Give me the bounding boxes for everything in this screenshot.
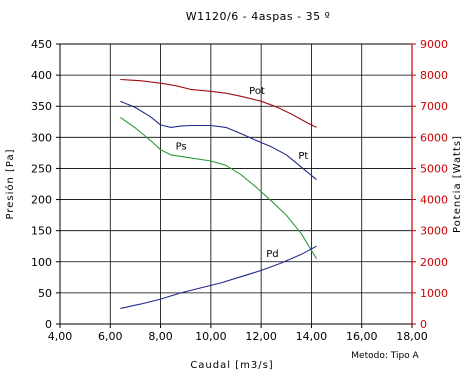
series-label-pot: Pot [249, 86, 265, 97]
y-tick-label: 100 [31, 256, 52, 269]
y-tick-label: 300 [31, 131, 52, 144]
x-tick-label: 14,00 [296, 330, 328, 343]
grid [60, 44, 412, 324]
y2-tick-label: 1000 [420, 287, 448, 300]
y2-tick-label: 6000 [420, 131, 448, 144]
x-axis-title: Caudal [m3/s] [190, 360, 273, 371]
y-axis-title: Presión [Pa] [4, 148, 16, 219]
method-note: Metodo: Tipo A [351, 351, 419, 361]
x-tick-label: 18,00 [396, 330, 428, 343]
series-line-ps [119, 116, 317, 259]
y-tick-label: 350 [31, 100, 52, 113]
y2-tick-label: 2000 [420, 256, 448, 269]
series-label-ps: Ps [176, 142, 187, 153]
series-line-pot [120, 78, 317, 128]
ticks: 4,00 6,00 8,00 10,00 12,00 14,00 16,00 18,00050… [31, 38, 448, 343]
y2-tick-label: 3000 [420, 225, 448, 238]
y2-tick-label: 8000 [420, 69, 448, 82]
series-labels: Pot Pt Ps Pd [176, 86, 309, 260]
y-tick-label: 150 [31, 225, 52, 238]
series-lines [119, 78, 317, 309]
y-tick-label: 200 [31, 194, 52, 207]
chart-title: W1120/6 - 4aspas - 35 º [186, 10, 331, 23]
y2-axis-title: Potencia [Watts] [452, 135, 463, 233]
x-tick-label: 4,00 [48, 330, 73, 343]
x-tick-label: 6,00 [98, 330, 123, 343]
x-tick-label: 16,00 [346, 330, 378, 343]
y2-tick-label: 4000 [420, 194, 448, 207]
series-line-pd [120, 245, 317, 309]
y2-tick-label: 9000 [420, 38, 448, 51]
y-tick-label: 400 [31, 69, 52, 82]
y2-tick-label: 7000 [420, 100, 448, 113]
y-tick-label: 450 [31, 38, 52, 51]
y-tick-label: 250 [31, 162, 52, 175]
x-tick-label: 8,00 [148, 330, 173, 343]
x-tick-label: 10,00 [195, 330, 227, 343]
series-label-pt: Pt [298, 151, 308, 162]
y-tick-label: 50 [38, 287, 52, 300]
y2-tick-label: 5000 [420, 162, 448, 175]
series-label-pd: Pd [266, 249, 278, 260]
y2-tick-label: 0 [420, 318, 427, 331]
x-tick-label: 12,00 [245, 330, 277, 343]
series-line-pt [120, 100, 317, 181]
y-tick-label: 0 [45, 318, 52, 331]
plot-frame [59, 43, 413, 325]
